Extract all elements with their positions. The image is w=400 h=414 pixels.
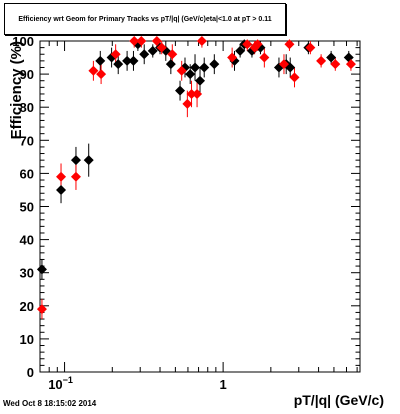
- red-diamond-marker: [156, 42, 167, 53]
- red-diamond-marker: [345, 59, 356, 70]
- red-diamond-marker: [305, 42, 316, 53]
- black-diamond-marker: [185, 69, 196, 80]
- axis-ticks: [39, 40, 360, 373]
- black-diamond-marker: [175, 85, 186, 96]
- black-diamond-marker: [113, 59, 124, 70]
- black-diamond-marker: [56, 184, 67, 195]
- black-diamond-marker: [36, 264, 47, 275]
- red-diamond-marker: [284, 39, 295, 50]
- data-markers: [36, 36, 356, 315]
- red-diamond-marker: [88, 65, 99, 76]
- y-tick-label: 30: [20, 266, 34, 281]
- black-diamond-marker: [199, 62, 210, 73]
- red-diamond-marker: [196, 36, 207, 46]
- error-bars: [41, 41, 352, 320]
- black-diamond-marker: [195, 75, 206, 86]
- black-diamond-marker: [122, 55, 133, 66]
- red-diamond-marker: [242, 39, 253, 50]
- x-tick-label: 10−1: [48, 375, 73, 392]
- y-tick-label: 90: [20, 67, 34, 82]
- x-axis-title: pT/|q| (GeV/c): [294, 392, 384, 408]
- red-diamond-marker: [330, 59, 341, 70]
- red-diamond-marker: [192, 88, 203, 99]
- red-diamond-marker: [289, 72, 300, 83]
- black-diamond-marker: [83, 155, 94, 166]
- y-tick-label: 10: [20, 332, 34, 347]
- red-diamond-marker: [278, 59, 289, 70]
- red-diamond-marker: [151, 36, 162, 46]
- y-tick-label: 20: [20, 299, 34, 314]
- black-diamond-marker: [128, 55, 139, 66]
- x-tick-label: 1: [219, 377, 226, 392]
- red-diamond-marker: [56, 171, 67, 182]
- black-diamond-marker: [326, 52, 337, 63]
- red-diamond-marker: [167, 49, 178, 60]
- black-diamond-marker: [95, 55, 106, 66]
- black-diamond-marker: [147, 45, 158, 56]
- black-diamond-marker: [190, 62, 201, 73]
- y-tick-label: 70: [20, 133, 34, 148]
- red-diamond-marker: [182, 98, 193, 109]
- red-diamond-marker: [227, 52, 238, 63]
- chart-title-box: Efficiency wrt Geom for Primary Tracks v…: [4, 3, 286, 35]
- black-diamond-marker: [235, 45, 246, 56]
- y-tick-label: 50: [20, 200, 34, 215]
- red-diamond-marker: [70, 171, 81, 182]
- red-diamond-marker: [136, 36, 147, 46]
- red-diamond-marker: [252, 39, 263, 50]
- black-diamond-marker: [255, 42, 266, 53]
- black-diamond-marker: [70, 155, 81, 166]
- y-tick-label: 40: [20, 233, 34, 248]
- y-tick-label: 80: [20, 100, 34, 115]
- red-diamond-marker: [259, 52, 270, 63]
- axis-labels: 0 10 20 30 40 50 60 70 80 90 100 10−1 1 Efficiency (%…: [8, 34, 384, 408]
- red-diamond-marker: [96, 69, 107, 80]
- black-diamond-marker: [165, 59, 176, 70]
- red-diamond-marker: [186, 88, 197, 99]
- black-diamond-marker: [139, 49, 150, 60]
- y-tick-label: 100: [12, 34, 34, 49]
- red-diamond-marker: [110, 49, 121, 60]
- red-diamond-marker: [129, 36, 140, 46]
- y-tick-label: 60: [20, 166, 34, 181]
- y-tick-label: 0: [27, 365, 34, 380]
- red-diamond-marker: [36, 304, 47, 315]
- y-axis-title: Efficiency (%): [8, 41, 25, 139]
- red-diamond-marker: [176, 65, 187, 76]
- timestamp: Wed Oct 8 18:15:02 2014: [3, 399, 97, 408]
- red-diamond-marker: [316, 55, 327, 66]
- chart-title: Efficiency wrt Geom for Primary Tracks v…: [18, 15, 272, 23]
- black-diamond-marker: [209, 59, 220, 70]
